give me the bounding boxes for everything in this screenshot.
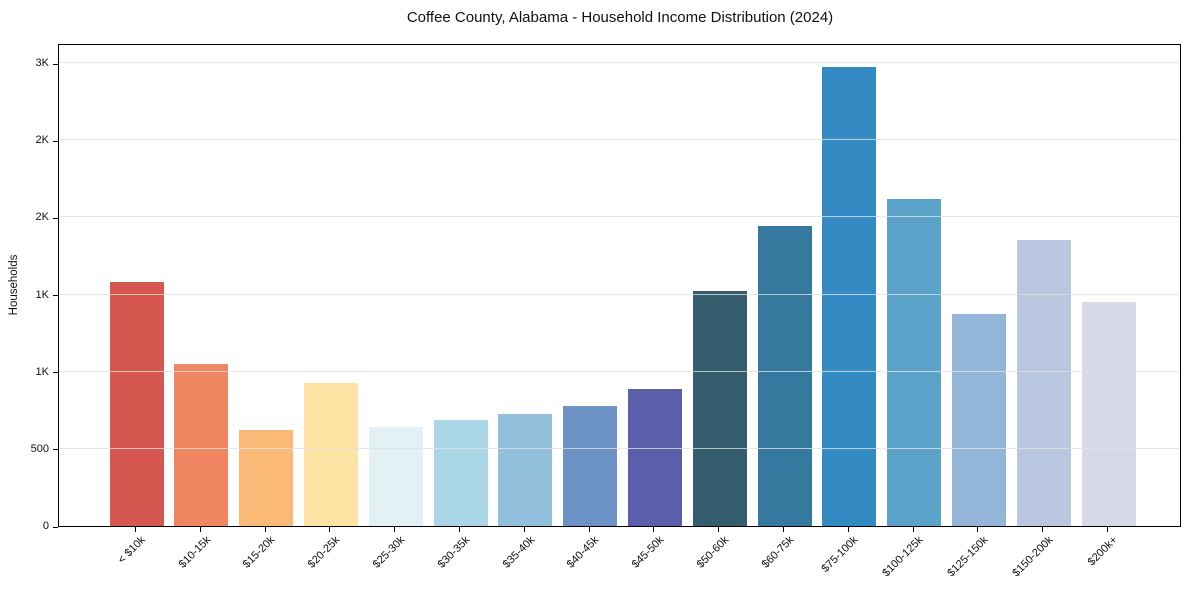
y-tick-5 — [53, 140, 58, 142]
x-tick-label-15: $200k+ — [1085, 534, 1120, 569]
x-tick-9 — [718, 527, 720, 532]
bar-$50-60k — [692, 291, 747, 526]
x-tick-1 — [199, 527, 201, 532]
y-axis-label: Households — [8, 254, 20, 316]
x-tick-label-9: $50-60k — [694, 534, 732, 571]
x-tick-label-12: $100-125k — [880, 534, 926, 580]
y-tick-label-3: 1K — [35, 288, 49, 301]
gridline-2500 — [59, 139, 1180, 141]
x-tick-6 — [523, 527, 525, 532]
bar-$45-50k — [627, 388, 682, 526]
chart-title: Coffee County, Alabama - Household Incom… — [406, 9, 834, 26]
x-tick-0 — [135, 527, 136, 532]
x-tick-14 — [1042, 527, 1044, 532]
bar-$25-30k — [368, 427, 423, 526]
plot-area — [58, 44, 1181, 527]
x-tick-label-11: $75-100k — [819, 534, 861, 575]
x-tick-label-1: $10-15k — [176, 534, 213, 571]
y-tick-label-5: 2K — [35, 134, 49, 147]
x-tick-label-6: $35-40k — [500, 534, 537, 571]
gridline-500 — [59, 447, 1180, 449]
x-tick-7 — [588, 527, 590, 532]
bar-$40-45k — [563, 406, 618, 526]
x-tick-label-5: $30-35k — [435, 534, 472, 571]
x-tick-label-10: $60-75k — [759, 534, 796, 571]
y-tick-3 — [53, 295, 58, 296]
x-tick-13 — [977, 527, 979, 532]
bar-$20-25k — [303, 382, 358, 526]
gridline-3000 — [59, 62, 1180, 63]
x-tick-label-3: $20-25k — [305, 534, 343, 571]
bar-$100-125k — [887, 198, 942, 526]
gridline-1000 — [59, 370, 1180, 372]
x-tick-8 — [653, 527, 655, 532]
x-tick-12 — [912, 527, 914, 532]
x-tick-2 — [264, 527, 266, 532]
y-tick-4 — [53, 217, 58, 219]
y-tick-label-6: 3K — [35, 57, 49, 69]
bar-$60-75k — [757, 225, 812, 526]
bar-$30-35k — [433, 419, 488, 526]
y-tick-0 — [53, 526, 58, 528]
y-tick-1 — [53, 449, 58, 451]
x-tick-11 — [847, 527, 849, 532]
x-tick-label-7: $40-45k — [564, 534, 602, 571]
bar-$200k+ — [1081, 302, 1136, 526]
bar-$35-40k — [498, 414, 553, 526]
x-tick-15 — [1107, 527, 1108, 532]
y-tick-label-4: 2K — [35, 211, 49, 224]
y-tick-2 — [53, 372, 58, 374]
x-tick-4 — [394, 527, 396, 532]
bar-$75-100k — [822, 66, 877, 526]
y-tick-label-1: 500 — [30, 442, 49, 455]
x-tick-label-14: $150-200k — [1009, 534, 1056, 580]
x-tick-10 — [783, 527, 784, 532]
x-tick-label-0: < $10k — [115, 534, 148, 567]
x-tick-label-8: $45-50k — [629, 534, 667, 571]
gridline-2000 — [59, 216, 1180, 218]
x-tick-3 — [329, 527, 331, 532]
bar-$15-20k — [239, 430, 294, 526]
bar-$125-150k — [951, 313, 1006, 526]
gridline-1500 — [59, 293, 1180, 295]
x-tick-label-2: $15-20k — [240, 534, 278, 571]
bar-$10-15k — [174, 364, 229, 526]
bar-< $10k — [109, 282, 164, 526]
x-tick-label-13: $125-150k — [945, 534, 991, 580]
y-tick-label-2: 1K — [35, 365, 49, 378]
y-tick-6 — [53, 63, 58, 65]
bar-$150-200k — [1016, 239, 1071, 526]
x-tick-label-4: $25-30k — [370, 534, 408, 571]
y-tick-label-0: 0 — [42, 520, 49, 532]
x-tick-5 — [459, 527, 460, 532]
